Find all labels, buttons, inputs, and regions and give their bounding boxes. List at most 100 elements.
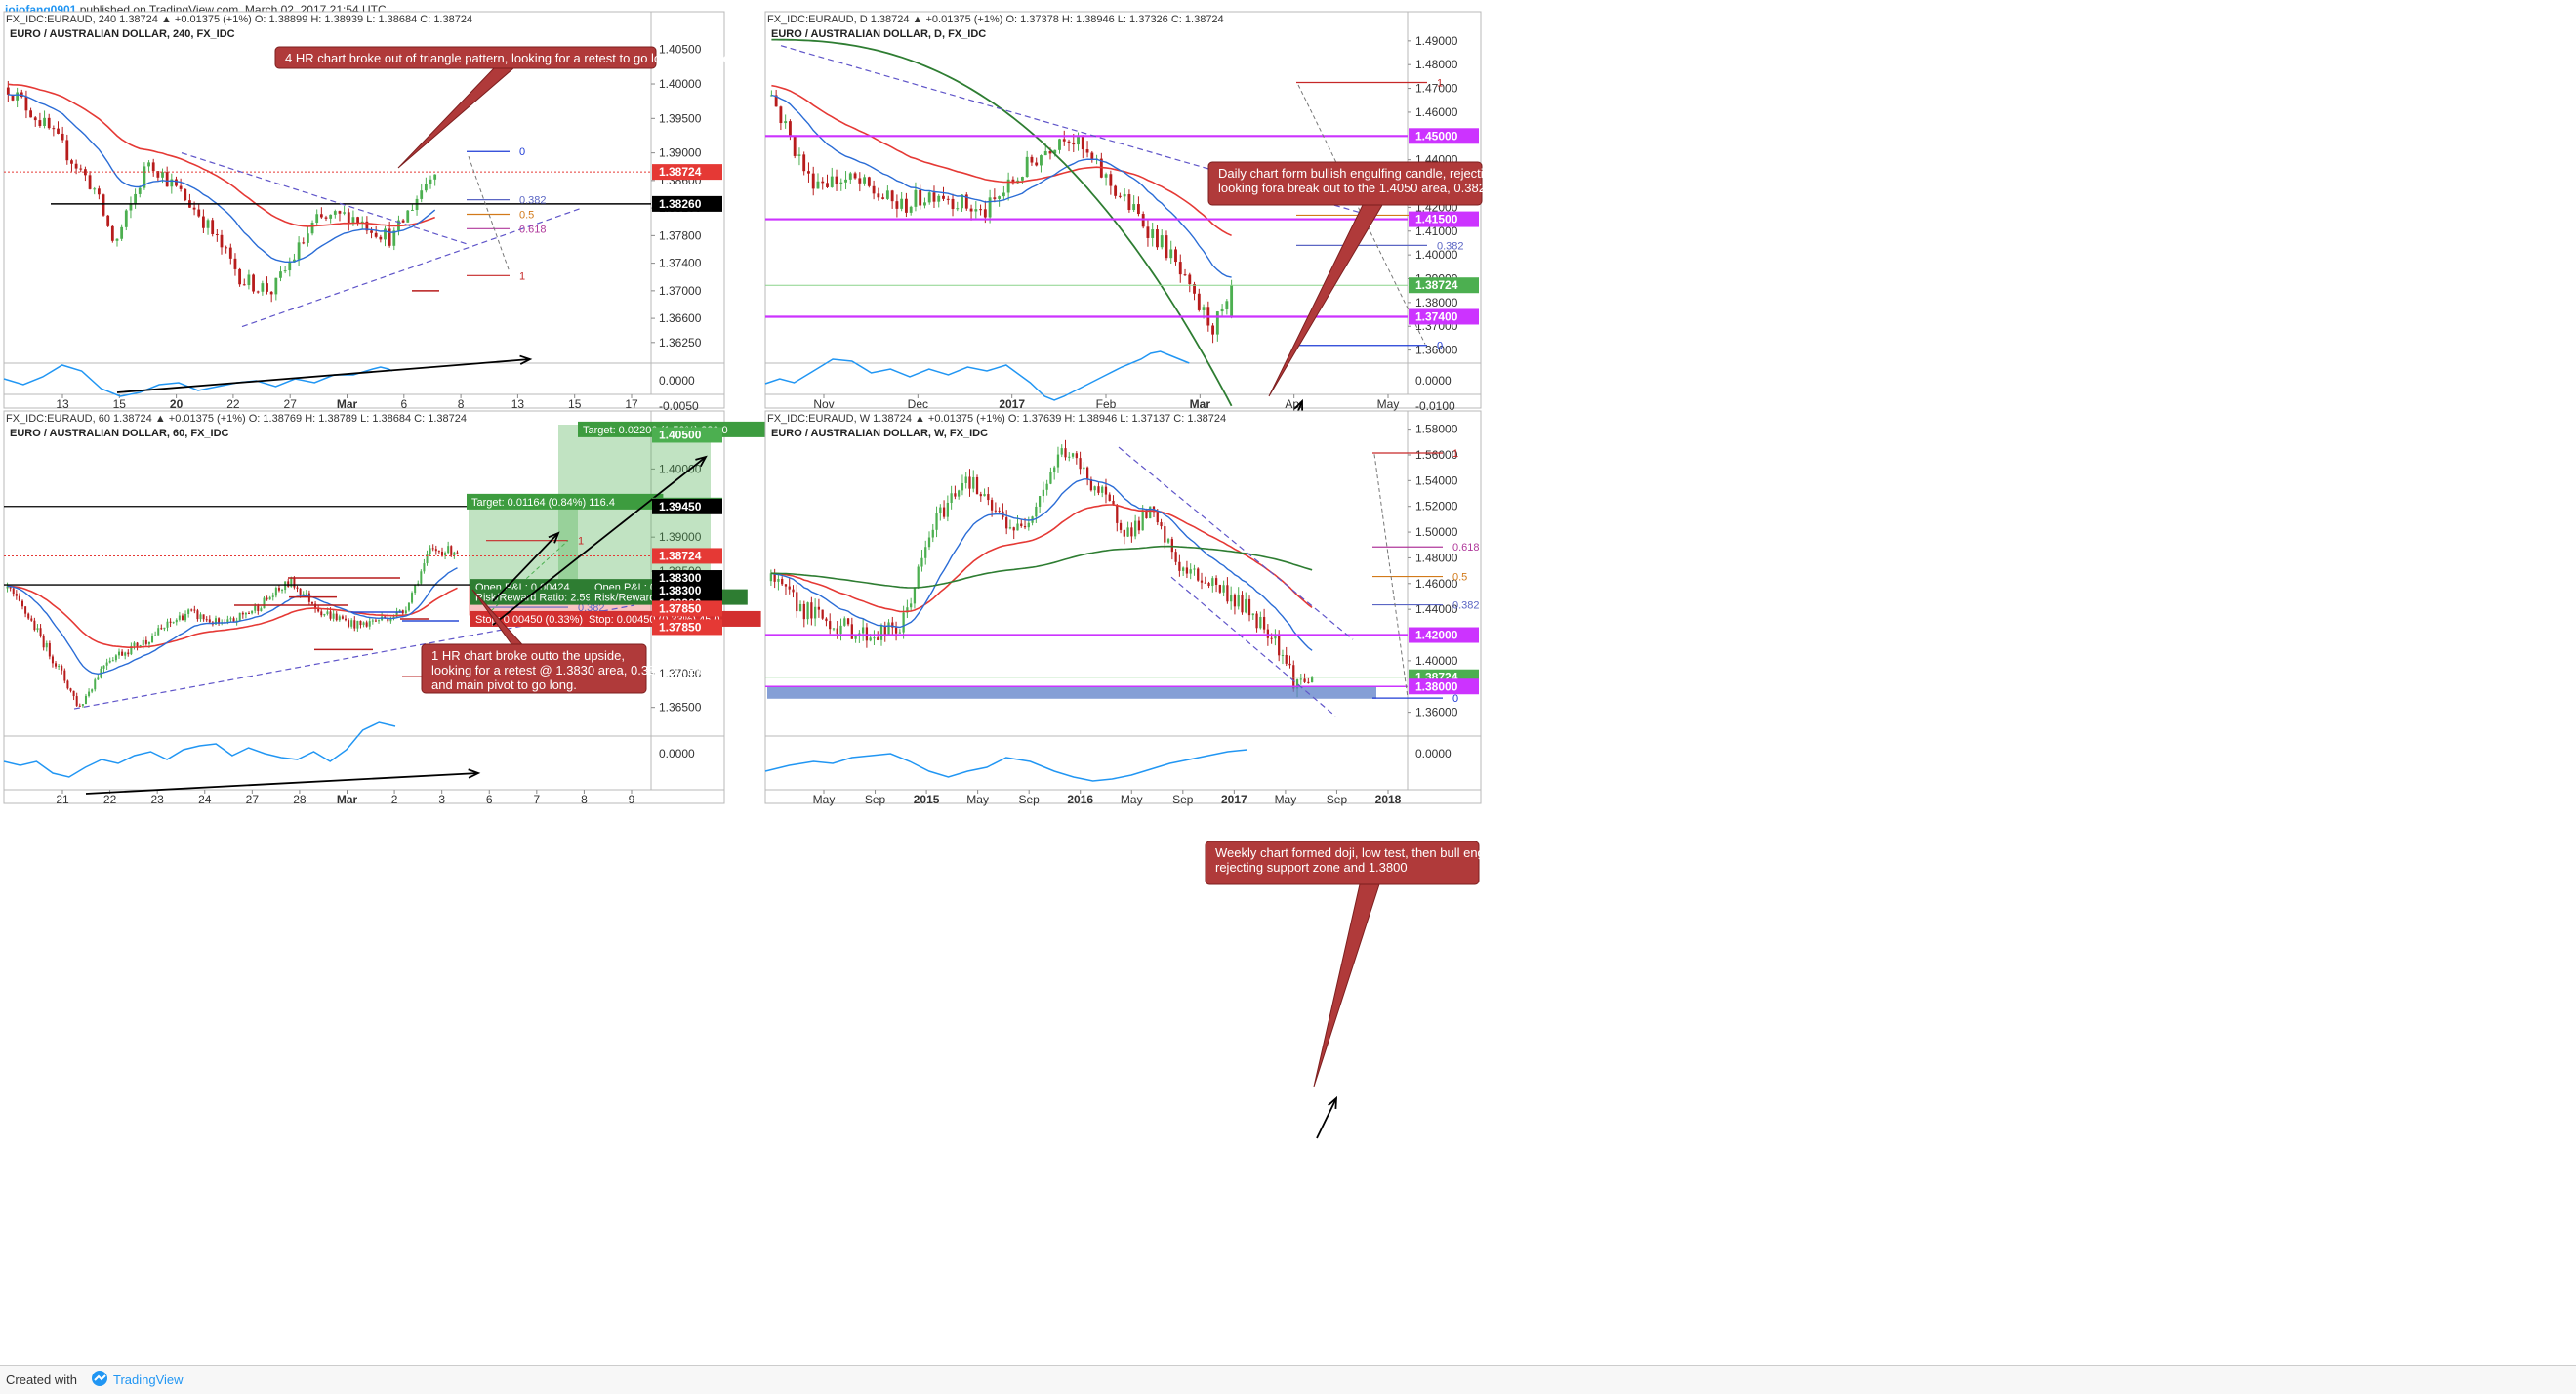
- candle-body: [129, 203, 133, 211]
- candle-body: [964, 194, 968, 209]
- candle-body: [417, 583, 420, 585]
- price-label-text: 1.39450: [659, 500, 702, 513]
- candle-body: [1237, 594, 1240, 607]
- candle-body: [994, 510, 998, 512]
- candle-body: [862, 627, 865, 634]
- indicator-tick-label: -0.0100: [1415, 399, 1455, 413]
- callout-box: [1207, 161, 1483, 206]
- candle-body: [846, 618, 850, 625]
- candle-body: [110, 226, 114, 241]
- candle-body: [1288, 663, 1291, 666]
- candle-body: [1215, 311, 1219, 335]
- target-label-1-box: [467, 493, 664, 510]
- candle-body: [21, 600, 24, 607]
- candle-body: [163, 627, 166, 630]
- price-label-box: [652, 195, 722, 212]
- candle-body: [184, 613, 187, 621]
- candle-body: [942, 507, 946, 517]
- candle-body: [1193, 284, 1196, 294]
- candle-body: [142, 639, 144, 646]
- y-tick-label: 1.36250: [659, 336, 702, 349]
- candle-body: [1035, 162, 1039, 166]
- candle-body: [202, 614, 205, 620]
- candle-body: [187, 609, 190, 614]
- price-label-box: [652, 498, 722, 514]
- candle-body: [1030, 156, 1034, 163]
- candle-body: [1211, 325, 1215, 335]
- candle-body: [293, 259, 296, 263]
- indicator-tick-label: 0.0000: [659, 747, 695, 760]
- candle-body: [1043, 150, 1047, 156]
- candle-body: [1146, 226, 1150, 238]
- y-tick-label: 1.56000: [1415, 448, 1458, 462]
- candle-body: [906, 607, 909, 613]
- candle-body: [863, 177, 867, 184]
- callout-text: 1 HR chart broke outto the upside, lookin…: [431, 648, 718, 692]
- candle-body: [1182, 567, 1185, 571]
- candle-body: [1101, 486, 1104, 493]
- price-label-box: [1409, 277, 1479, 294]
- candle-body: [1156, 229, 1159, 248]
- macd-line: [764, 350, 1190, 401]
- candle-body: [1226, 585, 1229, 602]
- x-tick-label: 15: [568, 397, 582, 411]
- candle-body: [1299, 678, 1302, 680]
- candle-body: [84, 169, 87, 176]
- candle-body: [781, 578, 784, 585]
- x-tick-label: May: [966, 793, 989, 806]
- candle-body: [1204, 582, 1206, 584]
- candle-body: [998, 511, 1001, 512]
- candle-body: [798, 603, 802, 612]
- callout-pointer: [1313, 883, 1380, 1087]
- candle-body: [1255, 613, 1258, 629]
- candle-body: [172, 622, 175, 624]
- candle-body: [314, 603, 317, 609]
- arrow-line: [85, 772, 479, 795]
- candle-body: [1274, 636, 1277, 639]
- candle-body: [968, 476, 971, 489]
- candle-body: [904, 198, 908, 213]
- tradingview-brand[interactable]: TradingView: [113, 1373, 184, 1387]
- candle-body: [411, 209, 414, 211]
- candle-body: [179, 185, 183, 189]
- x-tick-label: 6: [400, 397, 407, 411]
- candle-body: [1104, 174, 1108, 178]
- candle-body: [1075, 453, 1078, 459]
- y-tick-label: 1.40000: [659, 462, 702, 475]
- candle-body: [201, 216, 205, 228]
- candle-body: [426, 554, 429, 564]
- candle-body: [16, 92, 20, 101]
- candle-body: [277, 588, 280, 591]
- candle-body: [1008, 527, 1012, 529]
- candle-body: [111, 660, 114, 662]
- candle-body: [350, 620, 353, 627]
- ema50-line: [8, 83, 435, 227]
- candle-body: [208, 619, 211, 623]
- candle-body: [1245, 598, 1247, 613]
- candle-body: [802, 154, 806, 172]
- ascending-trendline: [73, 604, 635, 710]
- callout-text: Daily chart form bullish engulfing candl…: [1218, 166, 1562, 195]
- candle-body: [283, 270, 287, 272]
- candle-body: [181, 615, 184, 621]
- x-tick-label: 17: [625, 397, 638, 411]
- candle-body: [792, 589, 795, 593]
- candle-body: [88, 175, 92, 189]
- candle-body: [1178, 561, 1181, 571]
- candle-body: [392, 230, 396, 246]
- y-tick-label: 1.40000: [1415, 248, 1458, 262]
- symbol-header: FX_IDC:EURAUD, D 1.38724 ▲ +0.01375 (+1%…: [767, 14, 1224, 25]
- candle-body: [935, 513, 938, 530]
- y-tick-label: 1.44000: [1415, 602, 1458, 616]
- candle-body: [902, 612, 905, 633]
- candle-body: [835, 176, 838, 184]
- candle-body: [920, 557, 923, 567]
- candle-body: [450, 546, 453, 555]
- callout-line: Weekly chart formed doji, low test, then…: [1215, 845, 1566, 860]
- candle-body: [987, 494, 990, 501]
- candle-body: [88, 691, 91, 696]
- candle-body: [990, 500, 994, 511]
- price-label-text: 1.38724: [659, 549, 702, 562]
- y-tick-label: 1.52000: [1415, 500, 1458, 513]
- x-tick-label: 28: [293, 793, 307, 806]
